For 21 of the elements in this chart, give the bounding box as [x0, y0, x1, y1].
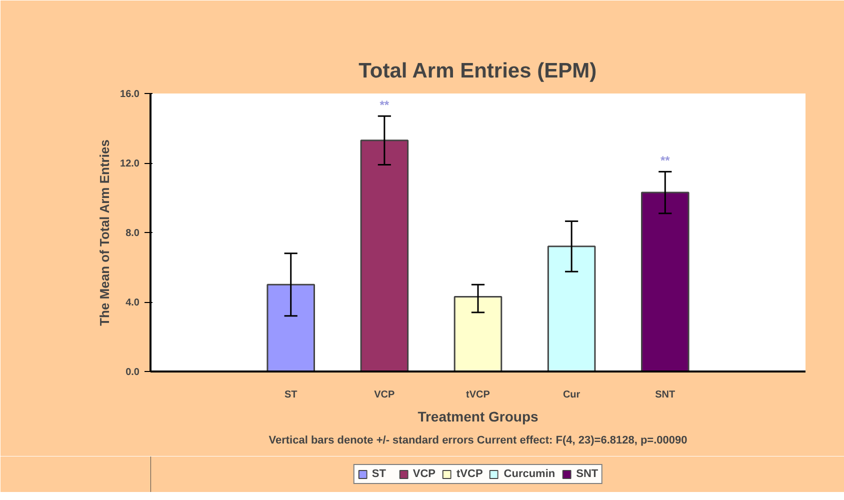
x-axis-title: Treatment Groups: [418, 408, 539, 424]
legend-label: VCP: [412, 468, 436, 480]
y-tick-label: 8.0: [126, 228, 140, 239]
y-axis-title: The Mean of Total Arm Entries: [97, 140, 112, 326]
x-tick-label: tVCP: [466, 390, 490, 400]
legend-label: ST: [372, 468, 387, 480]
legend-label: Curcumin: [504, 468, 556, 480]
y-tick-label: 4.0: [126, 298, 140, 308]
y-tick-label: 16.0: [120, 89, 140, 100]
annotation: **: [380, 98, 390, 112]
x-tick-label: ST: [284, 390, 298, 400]
x-tick-label: VCP: [374, 390, 396, 400]
chart-title: Total Arm Entries (EPM): [358, 60, 597, 82]
legend-label: tVCP: [456, 468, 483, 480]
x-tick-label: SNT: [655, 390, 676, 400]
text: Vertical bars denote +/- standard errors Current effect: F(4, 23)=6.8128, p=.00090: [268, 434, 688, 446]
y-tick-label: 12.0: [120, 158, 140, 170]
x-tick-label: Cur: [562, 390, 580, 400]
legend-label: SNT: [576, 468, 598, 480]
y-tick-label: 0.0: [126, 367, 140, 378]
annotation: **: [660, 154, 670, 168]
